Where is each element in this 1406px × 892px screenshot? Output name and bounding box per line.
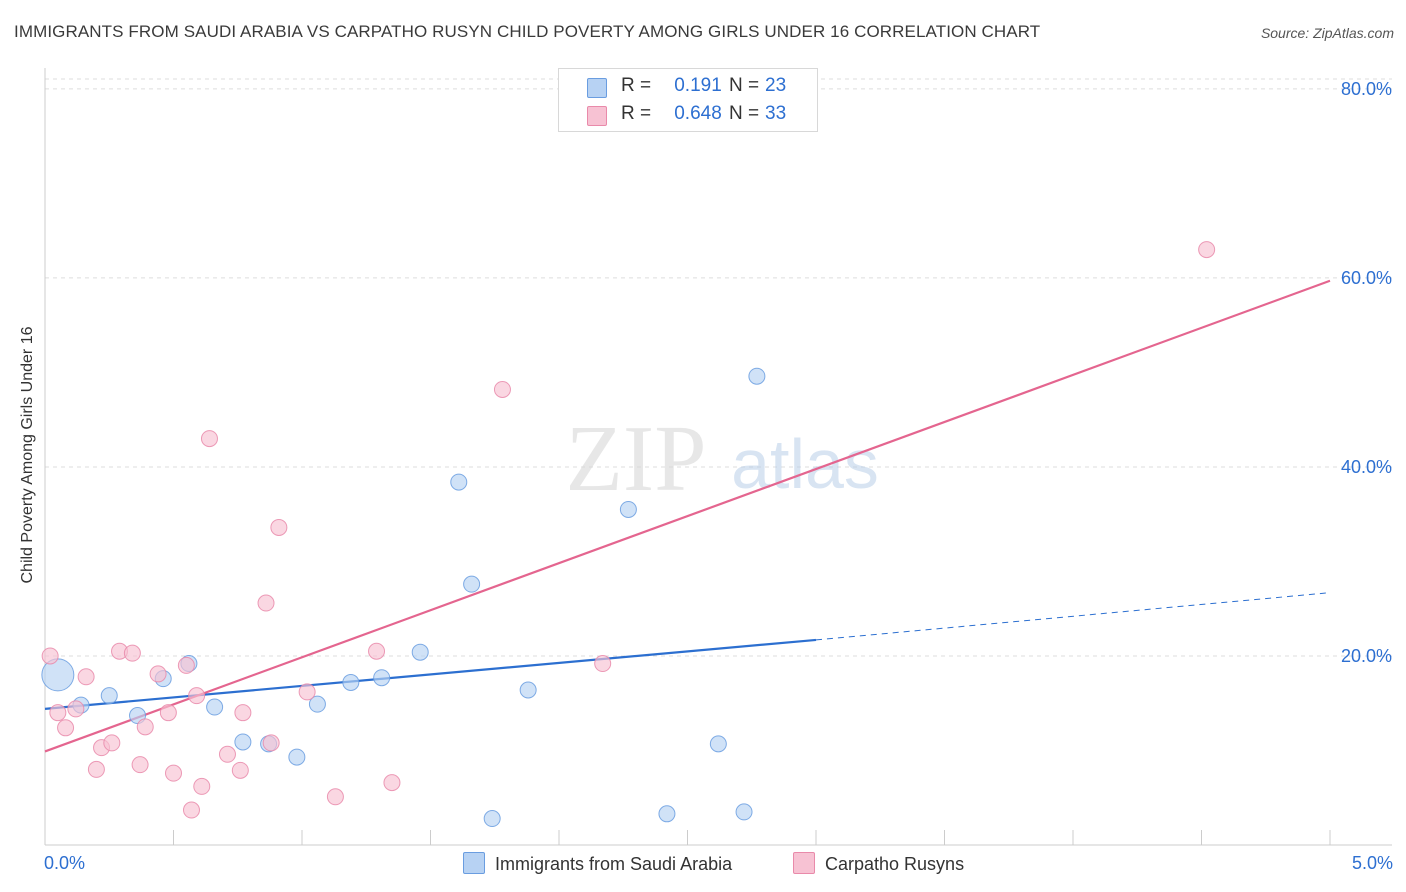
r-label: R = <box>621 75 652 96</box>
n-label: N = <box>729 103 760 124</box>
rusyn-point <box>493 380 511 398</box>
rusyn-point <box>67 700 85 718</box>
rusyn-point <box>1198 241 1216 259</box>
saudi-point <box>619 500 637 518</box>
n-label: N = <box>729 75 760 96</box>
saudi-trend-extension <box>815 592 1331 641</box>
saudi-point <box>100 687 118 705</box>
saudi-point <box>450 473 468 491</box>
rusyn-point <box>200 430 218 448</box>
rusyn-point <box>87 760 105 778</box>
rusyn-point <box>123 644 141 662</box>
saudi-point <box>373 669 391 687</box>
legend-swatch-blue <box>587 78 607 98</box>
rusyn-point <box>234 704 252 722</box>
legend-item-rusyn: Carpatho Rusyns <box>793 852 964 875</box>
y-tick-label: 40.0% <box>1341 457 1392 477</box>
chart-title: IMMIGRANTS FROM SAUDI ARABIA VS CARPATHO… <box>14 22 1041 41</box>
axes <box>44 68 1392 846</box>
rusyn-point <box>49 704 67 722</box>
r-value: 0.191 <box>674 75 722 96</box>
rusyn-trend-line <box>44 279 1331 753</box>
saudi-point <box>658 805 676 823</box>
rusyn-point <box>231 761 249 779</box>
rusyn-point <box>262 734 280 752</box>
rusyn-point <box>326 788 344 806</box>
saudi-point <box>748 367 766 385</box>
saudi-point <box>519 681 537 699</box>
saudi-point <box>342 673 360 691</box>
rusyn-point <box>594 655 612 673</box>
rusyn-point <box>136 718 154 736</box>
n-value: 23 <box>765 75 787 96</box>
correlation-legend: R = 0.191 N = 23 R = 0.648 N = 33 <box>558 68 818 132</box>
source-credit: Source: ZipAtlas.com <box>1260 25 1394 41</box>
data-points <box>41 241 1216 828</box>
saudi-point <box>288 748 306 766</box>
saudi-point <box>234 733 252 751</box>
rusyn-point <box>193 777 211 795</box>
rusyn-point <box>218 745 236 763</box>
rusyn-point <box>383 774 401 792</box>
saudi-point <box>411 643 429 661</box>
rusyn-point <box>41 647 59 665</box>
watermark: ZIP atlas <box>566 407 879 511</box>
rusyn-point <box>149 665 167 683</box>
rusyn-point <box>270 518 288 536</box>
y-tick-labels: 20.0% 40.0% 60.0% 80.0% <box>1341 79 1392 666</box>
n-value: 33 <box>765 103 787 124</box>
grid-lines <box>45 78 1392 657</box>
rusyn-point <box>177 656 195 674</box>
saudi-trend-line <box>44 638 817 710</box>
y-axis-label: Child Poverty Among Girls Under 16 <box>19 326 36 584</box>
rusyn-point <box>182 801 200 819</box>
saudi-point <box>308 695 326 713</box>
legend-swatch-pink <box>793 852 815 874</box>
rusyn-point <box>368 642 386 660</box>
rusyn-point <box>131 756 149 774</box>
y-tick-label: 80.0% <box>1341 79 1392 99</box>
rusyn-point <box>257 594 275 612</box>
legend-item-saudi: Immigrants from Saudi Arabia <box>463 852 732 875</box>
rusyn-point <box>103 734 121 752</box>
rusyn-point <box>159 704 177 722</box>
x-tick-label: 5.0% <box>1352 853 1393 873</box>
y-tick-label: 60.0% <box>1341 268 1392 288</box>
saudi-point <box>709 735 727 753</box>
x-tick-labels: 0.0% 5.0% <box>44 853 1393 873</box>
watermark-zip: ZIP <box>566 407 707 511</box>
legend-label-saudi: Immigrants from Saudi Arabia <box>495 854 733 874</box>
legend-swatch-blue <box>463 852 485 874</box>
rusyn-point <box>188 687 206 705</box>
saudi-point <box>206 698 224 716</box>
y-tick-label: 20.0% <box>1341 646 1392 666</box>
rusyn-point <box>57 719 75 737</box>
x-tick-label: 0.0% <box>44 853 85 873</box>
saudi-point <box>735 803 753 821</box>
legend-label-rusyn: Carpatho Rusyns <box>825 854 965 874</box>
rusyn-point <box>77 668 95 686</box>
saudi-point <box>483 810 501 828</box>
r-label: R = <box>621 103 652 124</box>
rusyn-point <box>165 764 182 782</box>
saudi-point <box>463 575 481 593</box>
legend-swatch-pink <box>587 106 607 126</box>
rusyn-point <box>298 683 316 701</box>
trend-lines <box>44 279 1331 753</box>
r-value: 0.648 <box>674 103 722 124</box>
